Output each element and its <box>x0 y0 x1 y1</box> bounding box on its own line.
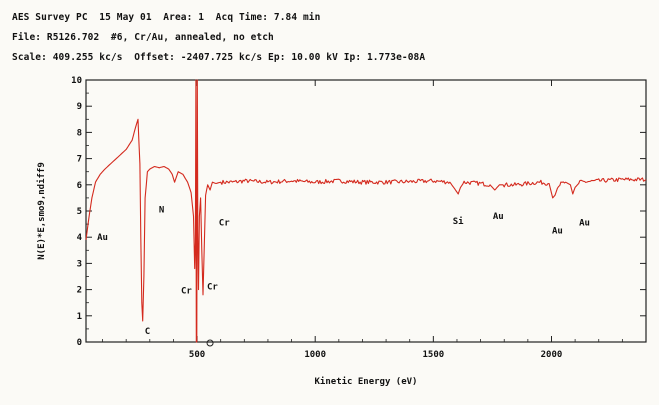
peak-label: Au <box>579 218 590 228</box>
peak-label: Cr <box>181 287 192 297</box>
y-tick-label: 6 <box>77 181 82 191</box>
header-line-2: File: R5126.702 #6, Cr/Au, annealed, no … <box>12 32 274 43</box>
peak-label: Si <box>453 216 464 227</box>
y-tick-label: 8 <box>77 128 82 138</box>
y-tick-label: 10 <box>71 76 82 86</box>
x-tick-label: 2000 <box>541 350 563 360</box>
y-tick-label: 3 <box>77 259 82 269</box>
origin-marker <box>206 339 214 347</box>
x-tick-label: 500 <box>189 350 205 360</box>
y-tick-label: 7 <box>77 155 82 165</box>
peak-label: C <box>145 327 150 337</box>
peak-label: N <box>159 205 164 215</box>
annotations: Au C N Cr Cr Cr Si Au Au Au <box>97 205 590 337</box>
series-group <box>85 79 647 343</box>
series-line-0 <box>85 79 647 343</box>
y-tick-label: 1 <box>77 312 82 322</box>
peak-label: Au <box>97 233 108 243</box>
y-tick-label: 9 <box>77 102 82 112</box>
peak-label: Cr <box>207 283 218 293</box>
plot-frame <box>85 79 647 343</box>
header-line-1: AES Survey PC 15 May 01 Area: 1 Acq Time… <box>12 12 321 23</box>
y-axis-label: N(E)*E,smo9,ndiff9 <box>36 162 47 260</box>
peak-label: Au <box>552 226 563 236</box>
x-axis-label: Kinetic Energy (eV) <box>315 376 418 387</box>
x-tick-label: 1500 <box>422 350 444 360</box>
y-tick-label: 2 <box>77 286 82 296</box>
header-line-3: Scale: 409.255 kc/s Offset: -2407.725 kc… <box>12 52 426 63</box>
y-tick-label: 4 <box>77 233 83 243</box>
y-tick-label: 0 <box>77 338 82 348</box>
y-tick-label: 5 <box>77 207 82 217</box>
x-tick-label: 1000 <box>304 350 326 360</box>
peak-label: Cr <box>219 218 230 228</box>
axes: 0 1 2 3 4 5 6 7 8 9 10 500 1000 1500 2000 <box>71 76 647 360</box>
peak-label: Au <box>493 212 504 222</box>
